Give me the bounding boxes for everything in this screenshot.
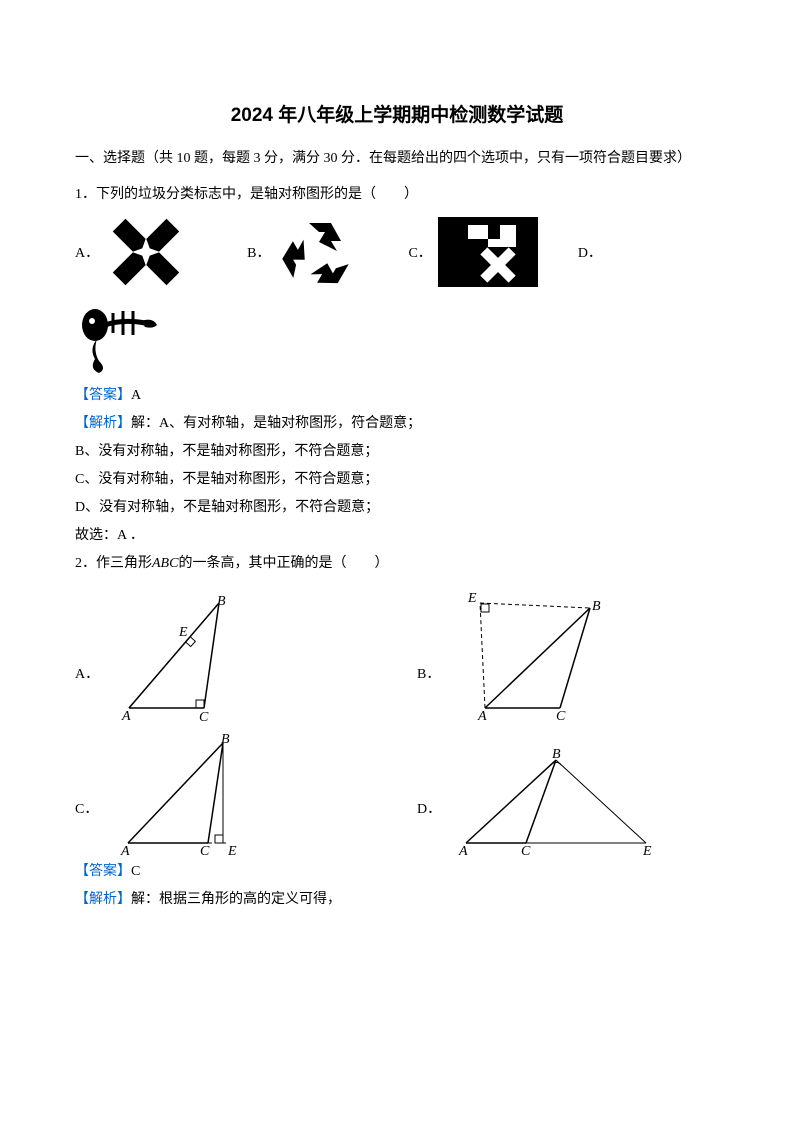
q1-opt-d-icon [75,295,719,382]
q1-opt-b-label: B． [247,242,270,262]
svg-text:A: A [477,709,487,723]
analysis-prefix: 解： [131,416,159,431]
q1-opt-d-label: D． [578,242,602,262]
q1-opt-b-icon [276,213,358,291]
q2-analysis: 【解析】解：根据三角形的高的定义可得， [75,886,719,914]
q2-prefix: 2．作三角形 [75,556,152,571]
svg-text:B: B [217,594,226,609]
q1-answer: 【答案】A [75,382,719,410]
svg-text:B: B [221,733,230,747]
section-header: 一、选择题（共 10 题，每题 3 分，满分 30 分．在每题给出的四个选项中，… [75,145,719,173]
q2-answer-value: C [131,864,140,879]
q2-opt-b: B． A B C E [417,588,719,723]
svg-text:C: C [200,844,210,858]
svg-text:A: A [121,709,131,723]
analysis-label: 【解析】 [75,416,131,431]
answer-label: 【答案】 [75,388,131,403]
analysis-prefix-2: 解： [131,892,159,907]
analysis-label-2: 【解析】 [75,892,131,907]
q2-opt-d-label: D． [417,798,441,858]
q1-opt-c-icon [438,217,538,287]
triangle-b-icon: A B C E [450,588,630,723]
svg-text:C: C [521,844,531,858]
svg-text:B: B [552,748,561,762]
q1-conclusion: 故选：A ． [75,522,719,550]
svg-text:B: B [592,599,601,614]
q2-triangle: ABC [152,556,178,571]
q1-opt-a-icon [105,213,187,291]
q1-opt-c-label: C． [408,242,431,262]
q2-opt-c: C． A B C E [75,733,377,858]
triangle-c-icon: A B C E [108,733,278,858]
q1-answer-value: A [131,388,141,403]
svg-text:E: E [178,625,188,640]
q1-line-b: B、没有对称轴，不是轴对称图形，不符合题意； [75,438,719,466]
q2-opt-d: D． A B C E [417,733,719,858]
svg-text:E: E [642,844,652,858]
answer-label-2: 【答案】 [75,864,131,879]
q1-line-c: C、没有对称轴，不是轴对称图形，不符合题意； [75,466,719,494]
q2-text: 2．作三角形ABC的一条高，其中正确的是（ ） [75,550,719,578]
q2-opt-a-label: A． [75,663,99,723]
q2-analysis-text: 根据三角形的高的定义可得， [159,892,341,907]
q2-opt-b-label: B． [417,663,440,723]
svg-text:E: E [227,844,237,858]
q2-options: A． A B C E B． A B C E [75,588,719,858]
q2-opt-a: A． A B C E [75,588,377,723]
q2-suffix: 的一条高，其中正确的是（ ） [178,556,388,571]
svg-text:A: A [120,844,130,858]
triangle-d-icon: A B C E [451,748,661,858]
q1-options-abc: A． B． C． [75,213,719,291]
q1-text: 1．下列的垃圾分类标志中，是轴对称图形的是（ ） [75,181,719,209]
q1-analysis-a: 【解析】解：A、有对称轴，是轴对称图形，符合题意； [75,410,719,438]
page-title: 2024 年八年级上学期期中检测数学试题 [75,100,719,127]
svg-text:C: C [556,709,566,723]
q1-opt-a-label: A． [75,242,99,262]
q2-answer: 【答案】C [75,858,719,886]
svg-text:E: E [467,591,477,606]
triangle-a-icon: A B C E [109,593,269,723]
q1-line-a: A、有对称轴，是轴对称图形，符合题意； [159,416,421,431]
svg-text:A: A [458,844,468,858]
svg-text:C: C [199,710,209,723]
q1-line-d: D、没有对称轴，不是轴对称图形，不符合题意； [75,494,719,522]
q2-opt-c-label: C． [75,798,98,858]
